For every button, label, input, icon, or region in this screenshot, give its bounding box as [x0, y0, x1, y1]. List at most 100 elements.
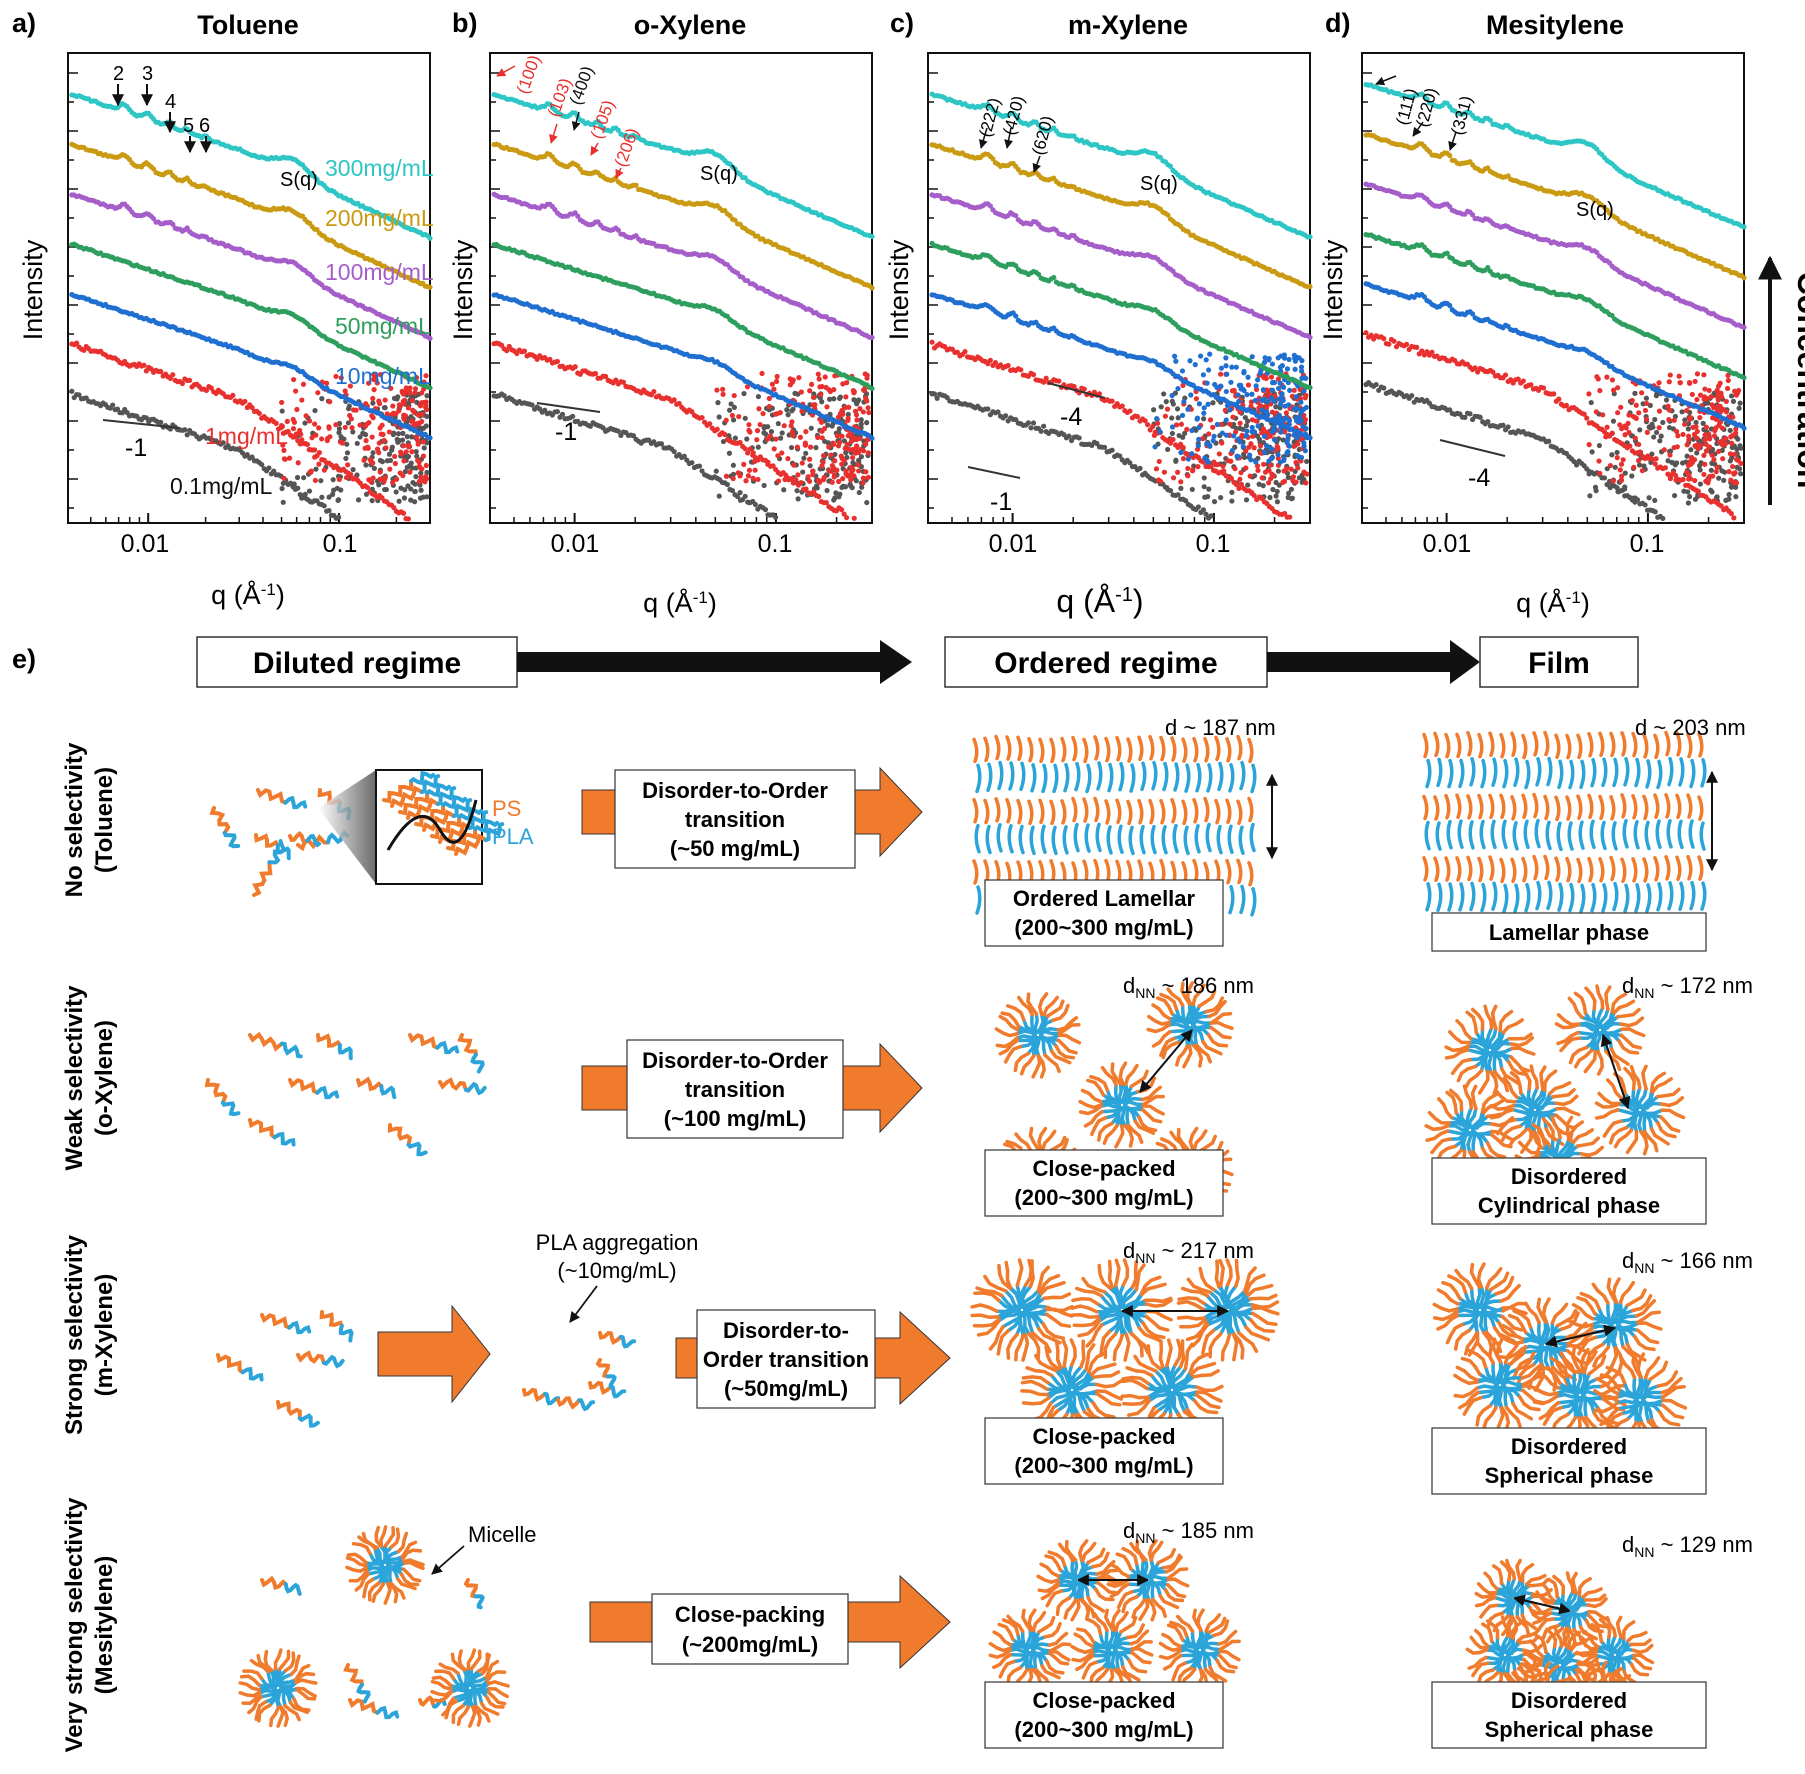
data-point [1025, 420, 1032, 426]
data-point [1170, 475, 1177, 481]
data-point [179, 380, 185, 387]
data-point [387, 466, 393, 472]
data-point [291, 376, 297, 383]
data-point [832, 458, 838, 464]
data-point [716, 414, 722, 420]
data-point [249, 404, 255, 411]
data-point [1268, 374, 1275, 380]
data-point [1734, 464, 1740, 471]
data-point [1162, 413, 1169, 419]
data-point [1300, 423, 1306, 430]
data-point [728, 401, 734, 407]
data-point [851, 397, 857, 403]
data-point [390, 480, 396, 486]
data-point [1721, 477, 1727, 483]
data-point [292, 388, 299, 394]
data-point [1109, 398, 1115, 404]
conc-label-50: 50mg/mL [335, 313, 431, 339]
data-point [312, 454, 318, 460]
data-point [242, 398, 248, 405]
data-point [279, 408, 285, 414]
data-point [306, 488, 313, 494]
data-point [1629, 473, 1635, 479]
data-point [818, 392, 824, 398]
data-point [396, 498, 402, 504]
data-point [1467, 411, 1473, 417]
data-point [1214, 384, 1220, 390]
data-point [1151, 407, 1157, 413]
data-point [378, 431, 384, 437]
data-point [1589, 449, 1595, 455]
data-point [1150, 423, 1156, 430]
data-point [755, 444, 761, 450]
data-point [396, 437, 403, 444]
data-point [1280, 384, 1287, 390]
slope-label-c2: -1 [990, 488, 1012, 516]
data-point [800, 469, 806, 475]
data-point [423, 476, 430, 482]
data-point [1163, 399, 1169, 405]
data-point [1279, 421, 1285, 427]
data-point [1273, 404, 1279, 410]
data-point [1381, 385, 1387, 391]
data-point [303, 413, 309, 419]
data-point [1247, 452, 1253, 458]
data-point [299, 437, 305, 443]
data-point [370, 450, 376, 456]
data-point [1660, 419, 1666, 426]
data-point [830, 440, 836, 446]
data-point [392, 460, 398, 467]
data-point [423, 373, 429, 379]
panel-c-xtick-0.1: 0.1 [1196, 530, 1231, 558]
data-point [779, 430, 785, 436]
data-point [774, 373, 780, 380]
data-point [1223, 388, 1229, 395]
data-point [1260, 387, 1266, 393]
data-point [807, 463, 813, 469]
data-point [1303, 480, 1309, 486]
data-point [869, 385, 875, 392]
data-point [1165, 446, 1171, 453]
data-point [851, 515, 857, 521]
data-point [1225, 458, 1231, 464]
panel-b-plot [490, 72, 875, 523]
data-point [290, 426, 297, 432]
peak-label-6: 6 [199, 115, 210, 137]
data-point [1259, 407, 1265, 413]
panel-a-frame [67, 52, 431, 524]
data-point [290, 416, 296, 423]
data-point [1174, 469, 1181, 475]
data-point [1164, 484, 1170, 491]
data-point [1127, 408, 1133, 414]
data-point [279, 485, 285, 492]
data-point [309, 435, 315, 441]
data-point [402, 469, 408, 475]
data-point [316, 461, 322, 467]
data-point [778, 435, 784, 441]
data-point [220, 440, 226, 446]
data-point [187, 377, 193, 383]
data-point [768, 428, 775, 435]
data-point [321, 503, 327, 509]
data-point [785, 412, 791, 418]
data-point [1249, 429, 1255, 435]
data-point [354, 440, 360, 447]
data-point [1235, 392, 1241, 398]
data-point [203, 387, 210, 394]
data-point [828, 452, 834, 458]
data-point [869, 285, 875, 291]
data-point [313, 432, 319, 438]
data-point [853, 412, 860, 418]
panel-b-title: o-Xylene [634, 10, 747, 40]
sq-label-b: S(q) [700, 163, 738, 185]
peak-arrow-100 [496, 65, 516, 77]
data-point [377, 371, 384, 378]
data-point [1158, 404, 1164, 410]
data-point [1196, 424, 1202, 430]
data-point [734, 493, 741, 500]
data-point [860, 387, 867, 393]
data-point [409, 398, 416, 404]
data-point [415, 412, 421, 418]
conc-label-0.1: 0.1mg/mL [170, 473, 272, 499]
data-point [404, 434, 410, 440]
